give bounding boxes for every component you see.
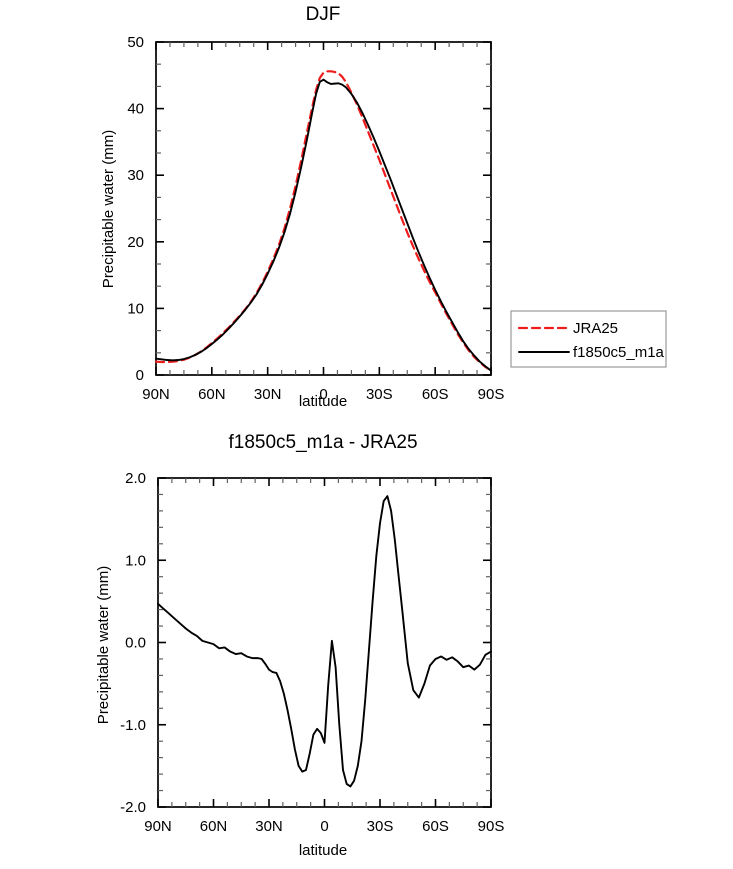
x-tick-label: 60S (422, 386, 449, 403)
top-panel-series (154, 70, 493, 372)
top-panel: DJF 90N 60N 30N 0 30S 60S 90S 0 10 20 30 40 50 lati… (100, 4, 504, 410)
x-tick-label: 90N (142, 386, 170, 403)
y-tick-label: 10 (127, 300, 144, 317)
x-tick-label: 90S (478, 818, 505, 835)
y-tick-label: 0.0 (125, 635, 146, 652)
y-tick-label: 30 (127, 167, 144, 184)
legend-label-jra25: JRA25 (573, 320, 618, 337)
y-tick-label: 50 (127, 34, 144, 51)
bottom-x-axis-label: latitude (299, 842, 347, 859)
x-tick-label: 60S (422, 818, 449, 835)
series-line-f1850c5-m1a (155, 78, 492, 372)
x-tick-label: 60N (198, 386, 226, 403)
series-line-f1850c5-m1a-jra25 (157, 495, 492, 788)
y-tick-label: 0 (136, 367, 144, 384)
top-y-axis-label: Precipitable water (mm) (100, 130, 117, 288)
top-panel-title: DJF (306, 4, 341, 25)
y-tick-label: 1.0 (125, 552, 146, 569)
y-tick-label: -2.0 (120, 799, 146, 816)
x-tick-label: 0 (319, 386, 327, 403)
x-tick-label: 0 (320, 818, 328, 835)
bottom-panel-title: f1850c5_m1a - JRA25 (228, 432, 417, 453)
legend: JRA25 f1850c5_m1a (510, 310, 667, 368)
x-tick-label: 30N (255, 818, 283, 835)
y-tick-label: -1.0 (120, 717, 146, 734)
x-tick-label: 30S (367, 818, 394, 835)
x-tick-label: 30S (366, 386, 393, 403)
top-x-axis-label: latitude (299, 393, 347, 410)
bottom-x-axis-ticks: 90N 60N 30N 0 30S 60S 90S (144, 478, 504, 835)
bottom-panel: f1850c5_m1a - JRA25 90N 60N 30N 0 30S 60S 90S … (95, 432, 504, 859)
top-y-axis-ticks: 0 10 20 30 40 50 (127, 34, 491, 384)
bottom-y-axis-ticks: -2.0 -1.0 0.0 1.0 2.0 (120, 470, 491, 816)
bottom-panel-series (157, 495, 492, 788)
y-tick-label: 40 (127, 101, 144, 118)
y-tick-label: 2.0 (125, 470, 146, 487)
legend-box (510, 310, 667, 368)
bottom-y-axis-label: Precipitable water (mm) (95, 566, 112, 724)
x-tick-label: 90N (144, 818, 172, 835)
legend-label-f1850c5-m1a: f1850c5_m1a (573, 344, 665, 361)
y-tick-label: 20 (127, 234, 144, 251)
x-tick-label: 30N (254, 386, 282, 403)
x-tick-label: 90S (478, 386, 505, 403)
top-x-axis-ticks: 90N 60N 30N 0 30S 60S 90S (142, 42, 504, 403)
x-tick-label: 60N (200, 818, 228, 835)
legend-entries: JRA25 f1850c5_m1a (517, 320, 665, 361)
